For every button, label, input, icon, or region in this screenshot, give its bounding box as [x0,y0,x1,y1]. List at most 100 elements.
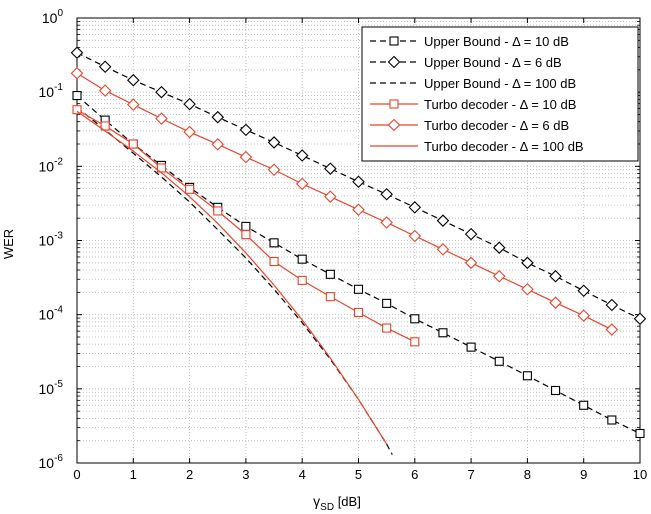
y-tick-label-exponent: -3 [54,231,63,242]
data-point [492,241,506,254]
y-tick-label: 10-3 [39,231,64,249]
data-point [128,139,138,149]
data-point [549,269,562,283]
data-point [380,187,393,201]
data-point [324,162,337,175]
data-point [408,229,422,243]
data-point [324,190,337,203]
y-tick-label-base: 10 [39,158,55,174]
series-4 [70,66,619,336]
data-point [241,230,251,240]
x-axis-label-subscript: SD [320,502,334,513]
data-point [72,105,82,115]
legend-marker [389,36,399,46]
data-point [155,85,168,99]
data-point [380,216,393,229]
data-point [325,292,335,302]
data-point [579,400,589,410]
data-point [605,298,619,312]
data-point [605,323,619,336]
legend-entry: Turbo decoder - Δ = 10 dB [424,97,576,112]
series-5 [76,110,388,445]
x-tick-label: 6 [411,467,418,482]
data-point [521,256,534,270]
legend-entry: Turbo decoder - Δ = 6 dB [424,118,569,133]
data-point [211,110,225,124]
data-point [382,298,392,308]
data-point [522,371,532,381]
x-tick-label: 7 [467,467,474,482]
data-point [127,98,140,111]
x-tick-label: 2 [186,467,193,482]
data-point [127,73,140,87]
y-tick-label-base: 10 [39,381,55,397]
data-point [436,214,450,227]
data-point [267,163,281,177]
x-axis-label: γSD [dB] [313,493,361,513]
y-tick-label-base: 10 [39,233,55,249]
legend-marker [387,118,401,132]
data-point [577,309,590,322]
x-tick-label: 1 [130,467,137,482]
data-point [183,97,196,111]
series-line [76,72,613,331]
data-point [436,243,450,256]
y-tick-label-base: 10 [42,10,58,26]
y-tick-label-exponent: -2 [54,156,63,167]
data-point [269,238,279,248]
data-point [492,269,506,283]
data-point [241,221,251,231]
data-point [494,356,504,366]
legend-box [361,26,639,162]
series-1 [70,46,647,326]
legend-entry: Upper Bound - Δ = 10 dB [424,34,569,49]
legend-entry: Upper Bound - Δ = 100 dB [424,76,576,91]
y-tick-label-base: 10 [39,307,55,323]
data-point [438,328,448,338]
x-tick-label: 8 [524,467,531,482]
data-point [633,312,647,326]
x-tick-label: 9 [580,467,587,482]
x-tick-label: 10 [633,467,647,482]
data-point [521,282,534,296]
data-point [410,337,420,347]
data-point [72,91,82,101]
data-point [464,227,478,241]
y-tick-label-base: 10 [39,84,55,100]
grid-lines [76,18,641,464]
data-point [464,256,478,270]
data-point [408,201,422,214]
data-point [98,84,112,97]
data-point [100,121,110,131]
x-tick-label: 0 [73,467,80,482]
x-tick-label: 5 [355,467,362,482]
data-point [353,307,364,318]
legend-marker [389,99,399,109]
data-point [297,254,307,264]
y-tick-label-exponent: -1 [54,82,63,93]
legend-entry: Upper Bound - Δ = 6 dB [424,55,562,70]
y-tick-label: 10-6 [39,453,64,471]
x-tick-label: 4 [299,467,306,482]
data-point [549,296,562,309]
data-point [269,257,279,267]
data-point [297,275,307,285]
data-point [183,125,196,139]
data-point [325,269,335,279]
data-point [70,66,84,80]
data-point [185,184,195,194]
y-tick-label: 10-1 [39,82,64,100]
data-point [382,323,392,333]
overlay-series-0 [241,230,420,347]
series-2 [76,107,393,455]
y-tick-label-exponent: -5 [54,379,63,390]
data-point [155,112,168,125]
data-point [466,342,476,352]
data-point [577,284,590,298]
data-point [295,177,309,191]
y-tick-label-base: 10 [39,455,55,471]
data-point [352,175,365,189]
data-point [295,149,309,162]
